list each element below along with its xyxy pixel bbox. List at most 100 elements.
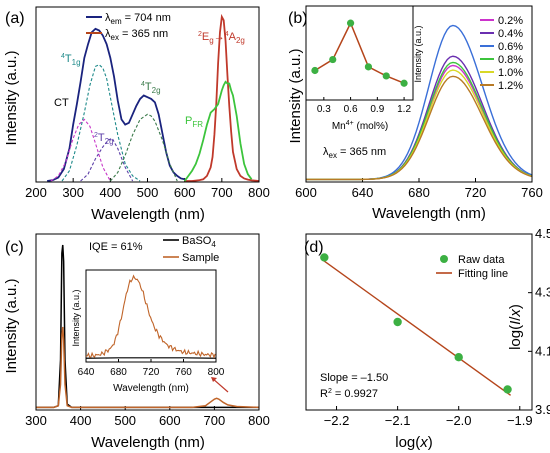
inset-c-x-tick-label: 760 (175, 367, 192, 378)
plot-frame-a (35, 6, 260, 183)
legend-c-label-sample: Sample (182, 252, 219, 264)
plot-d-point (503, 385, 512, 394)
axis-c-x-tick-label: 300 (25, 413, 47, 428)
inset-b-point (346, 19, 355, 27)
legend-c: BaSO4 Sample (163, 235, 219, 264)
legend-d: Raw data Fitting line (436, 254, 508, 280)
legend-b-label: 1.2% (498, 80, 523, 92)
axis-d-xlabel: log(x) (395, 434, 433, 451)
legend-d-label-raw: Raw data (458, 254, 505, 266)
inset-b-point (382, 72, 390, 80)
axis-a-x-tick-label: 300 (62, 185, 84, 200)
inset-b-point (329, 55, 337, 64)
inset-b-point (311, 66, 319, 75)
axis-d-x-tick-label: −2.0 (446, 413, 472, 428)
legend-b-label: 0.4% (498, 28, 523, 40)
legend-b: 0.2%0.4%0.6%0.8%1.0%1.2% (480, 15, 523, 92)
legend-d-label-fit: Fitting line (458, 268, 508, 280)
axis-d-x-tick-label: −1.9 (507, 413, 533, 428)
legend-a-label-em: λem = 704 nm (105, 12, 171, 26)
annot-d-slope: Slope = –1.50 (320, 372, 388, 384)
panel-label-b: (b) (288, 10, 308, 27)
inset-c-plot (85, 274, 217, 359)
inset-c: 640 680 720 760 800 Wavelength (nm) Intensit… (71, 269, 229, 394)
axis-a-xlabel: Wavelength (nm) (91, 206, 205, 223)
series-a-fit-2T2g (80, 137, 134, 182)
axis-b-xlabel: Wavelength (nm) (372, 205, 486, 222)
annot-PFR: PFR (185, 115, 203, 129)
series-a-emission (184, 13, 260, 182)
legend-d-marker-raw (440, 255, 448, 263)
axis-d-x-tick-label: −2.1 (385, 413, 411, 428)
axis-c-xlabel: Wavelength (nm) (91, 434, 205, 451)
series-b-1.2% (306, 75, 533, 181)
axis-c-x-tick-label: 600 (159, 413, 181, 428)
inset-c-sample-line (85, 274, 216, 359)
inset-b-point (364, 63, 373, 71)
axis-b-x-tick-label: 720 (465, 185, 487, 200)
inset-c-ylabel: Intensity (a.u.) (71, 289, 81, 346)
series-a-fit-CT (50, 118, 111, 182)
axis-c-ticks: 300 400 500 600 700 800 (25, 406, 270, 428)
series-a-excitation (47, 27, 185, 182)
axis-d-y-tick-label: 4.3 (535, 285, 550, 300)
axis-d-ticks: −2.2 −2.1 −2.0 −1.93.9 4.1 4.3 4.5 (324, 226, 550, 428)
inset-c-x-tick-label: 640 (78, 367, 95, 378)
axis-a-x-tick-label: 500 (137, 185, 159, 200)
inset-b: 0.3 0.6 0.9 1.2 Mn4+ (mol%) Intensity (a.u.… (305, 5, 423, 132)
annot-b-lex: λex = 365 nm (323, 146, 386, 160)
inset-c-pointer-arrowhead (211, 377, 217, 382)
legend-b-label: 0.6% (498, 41, 523, 53)
inset-c-pointer-arrow (211, 377, 229, 393)
inset-b-plot (311, 19, 408, 87)
inset-b-x-tick-label: 0.6 (344, 104, 358, 115)
panel-c: (c) Intensity (a.u.) Wavelength (nm) 300… (3, 233, 270, 451)
legend-b-label: 0.8% (498, 54, 523, 66)
plot-frame-c (35, 233, 260, 411)
plot-d-point (454, 353, 463, 362)
inset-b-ticks: 0.3 0.6 0.9 1.2 (317, 97, 411, 115)
inset-b-frame (305, 5, 414, 101)
legend-c-label-baso4: BaSO4 (182, 235, 216, 249)
axis-b-x-tick-label: 640 (352, 185, 374, 200)
axis-a-x-tick-label: 400 (99, 185, 121, 200)
inset-c-x-tick-label: 680 (110, 367, 127, 378)
inset-b-x-tick-label: 1.2 (397, 104, 411, 115)
panel-label-a: (a) (5, 10, 25, 27)
inset-c-x-tick-label: 800 (208, 367, 225, 378)
axis-b-x-tick-label: 600 (295, 185, 317, 200)
panel-d: (d) log(I/x) log(x) −2.2 −2.1 −2.0 −1.93.9 4… (304, 226, 550, 451)
plot-c-series (36, 244, 260, 409)
legend-b-label: 1.0% (498, 67, 523, 79)
annot-CT: CT (54, 97, 69, 109)
axis-c-x-tick-label: 800 (248, 413, 270, 428)
annot-d-r2: R2 = 0.9927 (320, 388, 378, 400)
legend-a-label-ex: λex = 365 nm (105, 28, 168, 42)
panel-label-d: (d) (304, 239, 324, 256)
axis-a-ticks: 200 300 400 500 600 700 800 (25, 178, 270, 200)
plot-d-fit-line (320, 258, 512, 396)
axis-b-ylabel: Intensity (a.u.) (287, 48, 304, 143)
plot-b-series (306, 24, 533, 181)
legend-a: λem = 704 nm λex = 365 nm (86, 12, 171, 42)
inset-c-xlabel: Wavelength (nm) (113, 383, 189, 394)
plot-d-point (320, 253, 329, 262)
inset-b-point (400, 79, 408, 87)
panel-b: (b) Intensity (a.u.) Wavelength (nm) 600… (287, 5, 543, 222)
series-a-PFR (183, 80, 253, 182)
inset-b-x-tick-label: 0.3 (317, 104, 331, 115)
axis-a-x-tick-label: 800 (248, 185, 270, 200)
panel-label-c: (c) (5, 239, 24, 256)
annot-2Eg-4A2g: 2Eg→4A2g (198, 31, 245, 45)
series-a-fit-4T2g (109, 113, 178, 182)
plot-a-series (47, 13, 260, 182)
axis-d-x-tick-label: −2.2 (324, 413, 350, 428)
inset-c-frame (85, 269, 217, 363)
series-c-BaSO4 (36, 244, 259, 409)
axis-b-x-tick-label: 760 (521, 185, 543, 200)
axis-b-x-tick-label: 680 (408, 185, 430, 200)
axis-c-ylabel: Intensity (a.u.) (3, 278, 20, 373)
axis-d-ylabel: log(I/x) (507, 304, 524, 350)
inset-b-ylabel: Intensity (a.u.) (413, 25, 423, 82)
